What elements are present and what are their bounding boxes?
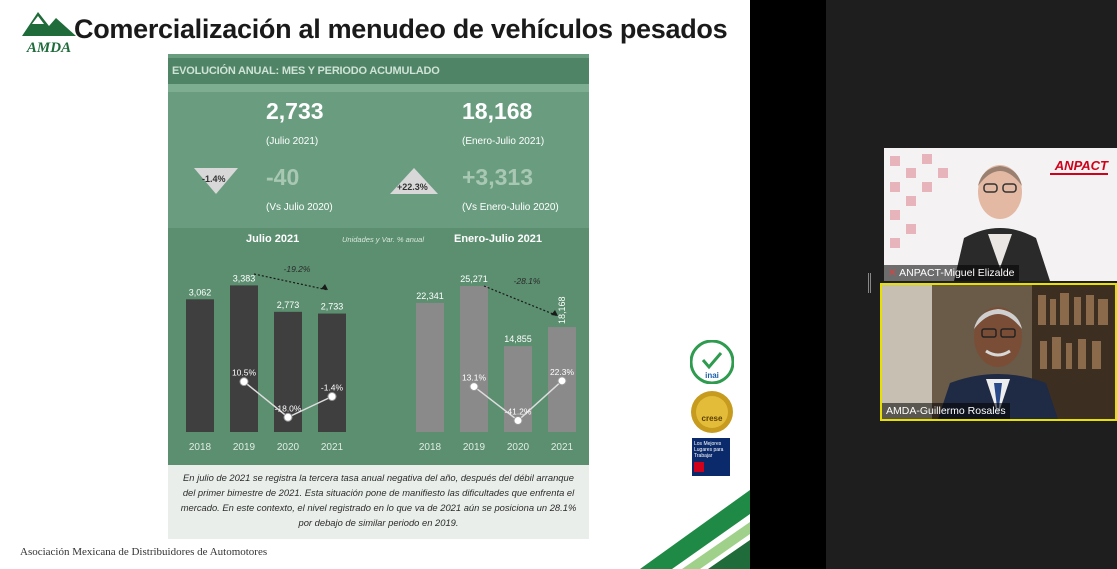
inai-badge: inai <box>690 340 734 384</box>
trend-annotation: -28.1% <box>514 276 541 286</box>
year-tick-label: 2018 <box>419 442 442 453</box>
svg-text:crese: crese <box>702 414 723 423</box>
infographic-header: EVOLUCIÓN ANUAL: MES Y PERIODO ACUMULADO <box>168 58 589 84</box>
ytd-change-pct: +22.3% <box>397 182 428 192</box>
change-point <box>327 392 337 401</box>
year-tick-label: 2019 <box>233 442 256 453</box>
month-compare: (Vs Julio 2020) <box>266 202 333 213</box>
change-label: 10.5% <box>232 368 257 378</box>
great-place-to-work-badge: Los Mejores Lugares para Trabajar <box>692 438 730 476</box>
month-value: 2,733 <box>266 98 324 124</box>
change-label: -41.2% <box>505 407 532 417</box>
anpact-logo: ANPACT <box>1054 158 1109 173</box>
chart-right-title: Enero-Julio 2021 <box>454 233 542 245</box>
bar-2020 <box>274 311 302 432</box>
change-label: -1.4% <box>321 383 344 393</box>
trend-annotation: -19.2% <box>284 264 311 274</box>
amda-logo: AMDA <box>22 12 76 54</box>
change-point <box>469 382 479 392</box>
bar-2018 <box>186 299 214 432</box>
decrease-triangle-icon <box>194 168 238 194</box>
change-point <box>283 412 293 422</box>
decorative-stripes <box>640 490 750 569</box>
participant-tile-amda[interactable]: AMDA-Guillermo Rosales <box>880 283 1117 421</box>
shared-slide: AMDA Comercialización al menudeo de vehí… <box>0 0 750 569</box>
chart-julio: 3,062 2018 3,383 2019 2,773 2020 2,733 2021 10.5… <box>186 264 346 453</box>
change-point <box>239 377 249 387</box>
change-point <box>513 416 523 425</box>
bar-value-label: 18,168 <box>557 296 567 324</box>
year-tick-label: 2021 <box>551 442 574 453</box>
trend-arrow-icon <box>253 273 329 291</box>
year-tick-label: 2021 <box>321 442 344 453</box>
ytd-value: 18,168 <box>462 98 533 124</box>
participant-name: ✕ ANPACT-Miguel Elizalde <box>884 265 1019 281</box>
participant-tile-anpact[interactable]: ANPACT ✕ ANPACT-Miguel Elizalde <box>884 148 1117 281</box>
note-text: En julio de 2021 se registra la tercera … <box>180 472 577 528</box>
bar-2019 <box>230 285 258 432</box>
change-point <box>557 376 567 386</box>
sales-charts: Julio 2021 Unidades y Var. % anual Enero… <box>186 233 576 453</box>
trend-arrow-icon <box>483 285 559 317</box>
year-tick-label: 2018 <box>189 442 212 453</box>
ytd-change-abs: +3,313 <box>462 164 533 190</box>
month-period: (Julio 2021) <box>266 136 319 147</box>
ytd-compare: (Vs Enero-Julio 2020) <box>462 202 559 213</box>
participant-video: ANPACT <box>890 154 1109 281</box>
bar-value-label: 2,773 <box>277 300 300 310</box>
infographic-panel: EVOLUCIÓN ANUAL: MES Y PERIODO ACUMULADO… <box>168 54 589 539</box>
year-tick-label: 2019 <box>463 442 486 453</box>
bar-value-label: 22,341 <box>416 291 444 301</box>
month-change-abs: -40 <box>266 164 300 190</box>
slide-title: Comercialización al menudeo de vehículos… <box>74 14 728 44</box>
note-box: En julio de 2021 se registra la tercera … <box>168 465 589 539</box>
bar-value-label: 3,383 <box>233 273 256 283</box>
bar-value-label: 14,855 <box>504 334 532 344</box>
change-label: 22.3% <box>550 367 575 377</box>
participant-name: AMDA-Guillermo Rosales <box>882 403 1010 419</box>
increase-triangle-icon <box>390 168 438 194</box>
panel-resize-handle[interactable] <box>868 273 871 293</box>
svg-text:inai: inai <box>705 371 719 380</box>
arrow-head <box>551 310 558 316</box>
bar-value-label: 3,062 <box>189 287 212 297</box>
footer-text: Asociación Mexicana de Distribuidores de… <box>20 546 268 558</box>
participant-video <box>882 285 1115 419</box>
arrow-head <box>321 284 328 290</box>
crese-badge: crese <box>691 391 733 433</box>
bar-2021 <box>318 313 346 432</box>
month-change-pct: -1.4% <box>202 174 226 184</box>
change-label: -18.0% <box>275 403 302 413</box>
chart-left-title: Julio 2021 <box>246 233 299 245</box>
year-tick-label: 2020 <box>277 442 300 453</box>
year-tick-label: 2020 <box>507 442 530 453</box>
bar-value-label: 2,733 <box>321 302 344 312</box>
microphone-muted-icon: ✕ <box>888 267 897 279</box>
chart-enero-julio: 22,341 2018 25,271 2019 14,855 2020 18,168 2021… <box>416 274 576 453</box>
svg-text:AMDA: AMDA <box>26 40 71 54</box>
bar-2018 <box>416 302 444 432</box>
change-label: 13.1% <box>462 373 487 383</box>
bar-2019 <box>460 285 488 432</box>
chart-units: Unidades y Var. % anual <box>342 235 424 244</box>
ytd-period: (Enero-Julio 2021) <box>462 136 545 147</box>
bar-value-label: 25,271 <box>460 274 488 284</box>
